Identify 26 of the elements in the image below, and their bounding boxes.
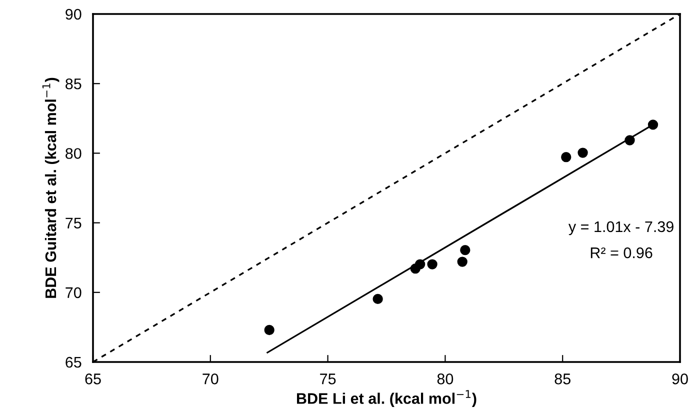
y-tick-label: 75	[66, 218, 82, 228]
y-tick-label: 80	[66, 148, 82, 159]
point	[578, 148, 588, 158]
x-tick-label: 70	[202, 374, 218, 384]
y-axis-title: BDE Guitard et al. (kcal mol$^{−1}$)	[42, 78, 60, 298]
annotation: R² = 0.96	[590, 247, 652, 258]
y-tick-label: 85	[66, 78, 82, 90]
x-tick-label: 75	[320, 374, 336, 384]
y-tick-label: 90	[66, 8, 82, 20]
point	[624, 135, 635, 146]
point	[264, 324, 274, 336]
y-tick-label: 70	[66, 287, 82, 298]
point	[414, 259, 426, 270]
y-tick-label: 65	[66, 356, 82, 368]
point	[648, 120, 658, 130]
point	[427, 259, 438, 270]
x-tick-label: 90	[672, 374, 688, 384]
x-tick-label: 85	[554, 374, 570, 384]
x-tick-label: 65	[85, 374, 101, 384]
point	[372, 294, 383, 304]
annotation: y = 1.01x - 7.39	[568, 221, 674, 236]
x-axis-title: BDE Li et al. (kcal mol$^{−1}$)	[297, 390, 476, 407]
point	[457, 256, 468, 267]
x-tick-label: 80	[437, 374, 454, 384]
point	[561, 152, 572, 162]
point	[460, 244, 470, 256]
